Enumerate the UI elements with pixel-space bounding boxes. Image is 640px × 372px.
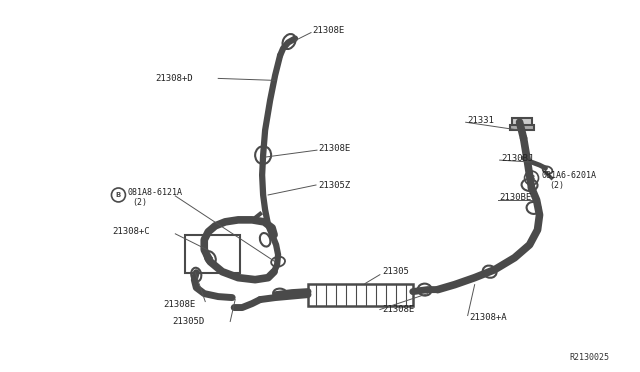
Text: B: B bbox=[116, 192, 121, 198]
Text: 21308E: 21308E bbox=[312, 26, 344, 35]
Text: 21305: 21305 bbox=[382, 267, 409, 276]
Text: 2130BE: 2130BE bbox=[500, 193, 532, 202]
Text: 21308E: 21308E bbox=[318, 144, 350, 153]
Text: 081A6-6201A: 081A6-6201A bbox=[541, 170, 596, 180]
Text: 21308+C: 21308+C bbox=[113, 227, 150, 236]
Text: 21305D: 21305D bbox=[172, 317, 205, 326]
Text: 21308+D: 21308+D bbox=[156, 74, 193, 83]
Text: 21308+A: 21308+A bbox=[470, 313, 508, 322]
Text: (2): (2) bbox=[132, 198, 147, 208]
Bar bbox=[308, 283, 413, 305]
Text: R2130025: R2130025 bbox=[570, 353, 609, 362]
Text: 21308E: 21308E bbox=[163, 300, 196, 309]
Bar bbox=[511, 118, 532, 126]
Bar bbox=[509, 125, 534, 130]
Text: 2130BJ: 2130BJ bbox=[502, 154, 534, 163]
Text: B: B bbox=[529, 175, 534, 181]
Text: 21305Z: 21305Z bbox=[318, 180, 350, 189]
Text: 081A8-6121A: 081A8-6121A bbox=[127, 189, 182, 198]
Bar bbox=[186, 235, 240, 273]
Text: 21331: 21331 bbox=[468, 116, 495, 125]
Text: 21308E: 21308E bbox=[382, 305, 414, 314]
Text: (2): (2) bbox=[550, 180, 564, 189]
